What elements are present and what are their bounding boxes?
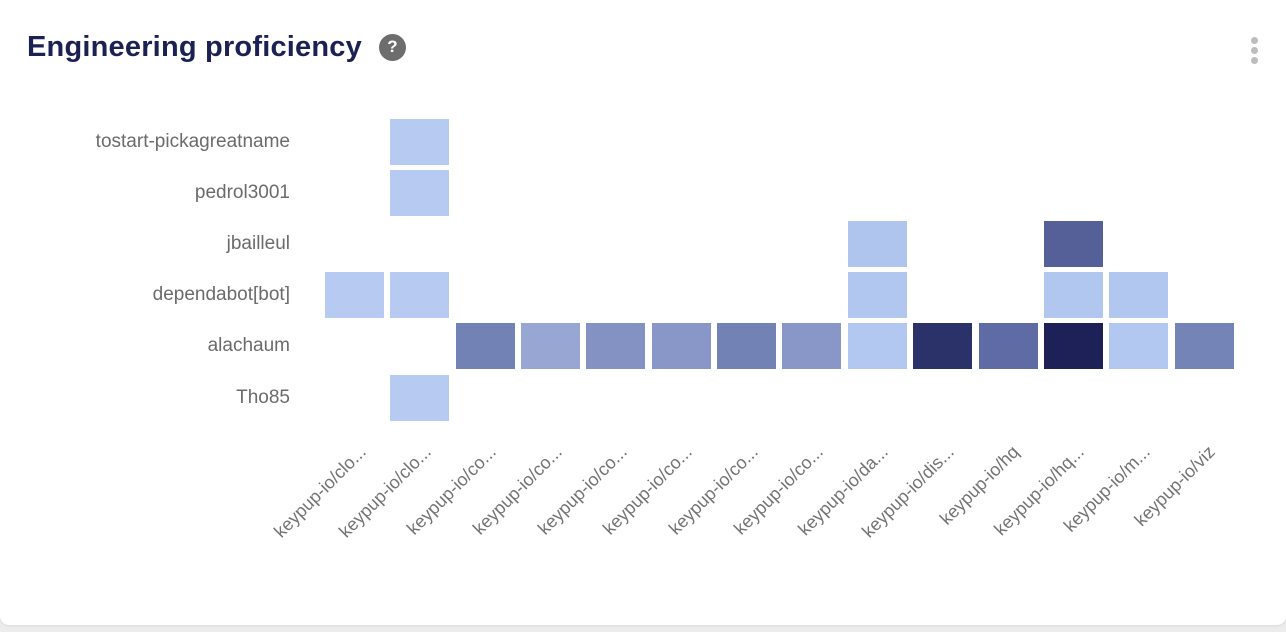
heatmap-cell[interactable] [717, 323, 777, 370]
kebab-dot [1251, 36, 1258, 44]
row-label: Tho85 [236, 386, 290, 408]
page-title: Engineering proficiency [27, 31, 362, 63]
row-label: dependabot[bot] [152, 284, 290, 306]
heatmap-cell[interactable] [1043, 272, 1103, 319]
heatmap-cell[interactable] [455, 323, 515, 370]
heatmap-cell[interactable] [847, 272, 907, 319]
heatmap-cell[interactable] [325, 272, 384, 319]
heatmap-cell[interactable] [847, 221, 907, 268]
heatmap-cell[interactable] [913, 323, 973, 370]
row-label: alachaum [207, 335, 290, 357]
heatmap-cell[interactable] [1174, 323, 1234, 370]
heatmap-cell[interactable] [521, 323, 581, 370]
kebab-menu-icon[interactable] [1249, 33, 1260, 68]
row-label: pedrol3001 [194, 182, 290, 204]
heatmap-cell[interactable] [782, 323, 842, 370]
heatmap-cell[interactable] [390, 374, 450, 421]
heatmap-cell[interactable] [586, 323, 646, 370]
row-label: jbailleul [226, 233, 290, 255]
kebab-dot [1251, 56, 1258, 64]
widget-header: Engineering proficiency ? [27, 26, 406, 68]
row-label: tostart-pickagreatname [95, 131, 290, 152]
heatmap-cell[interactable] [1043, 323, 1103, 370]
heatmap-cell[interactable] [847, 323, 907, 370]
heatmap-cell[interactable] [1043, 221, 1103, 268]
heatmap-cell[interactable] [390, 170, 450, 217]
help-icon[interactable]: ? [378, 33, 406, 61]
heatmap-cell[interactable] [651, 323, 711, 370]
heatmap-cell[interactable] [390, 272, 450, 319]
heatmap-cell[interactable] [390, 119, 450, 165]
heatmap-cell[interactable] [1109, 272, 1169, 319]
heatmap-cell[interactable] [1109, 323, 1169, 370]
heatmap-cell[interactable] [978, 323, 1038, 370]
kebab-dot [1251, 46, 1258, 54]
